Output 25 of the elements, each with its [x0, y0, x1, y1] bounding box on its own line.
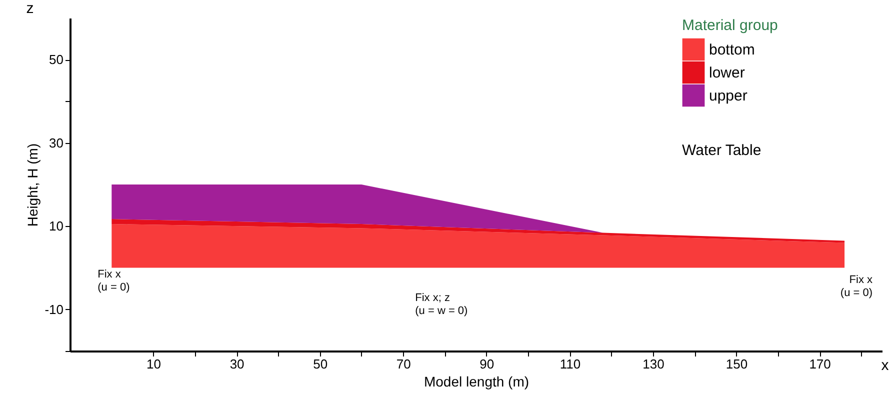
legend-label: lower	[709, 64, 745, 82]
x-tick-label: 50	[313, 356, 328, 372]
text: z	[26, 0, 34, 17]
annotation: Fix x; z (u = w = 0)	[415, 292, 468, 317]
x-tick-label: 170	[809, 356, 831, 372]
y-tick-label: -10	[44, 302, 64, 317]
x-tick-label: 70	[396, 356, 411, 372]
legend-label: bottom	[709, 42, 755, 58]
annotation: Fix x (u = 0)	[840, 274, 874, 299]
legend-label: upper	[709, 88, 748, 104]
x-tick-label: 30	[230, 356, 244, 372]
y-tick-label: 50	[49, 52, 64, 68]
x-tick-label: 110	[560, 356, 581, 372]
x-tick-label: 10	[146, 356, 162, 372]
x-axis-title: Model length (m)	[424, 374, 530, 390]
y-axis-title: Height, H (m)	[24, 143, 41, 227]
x-tick-label: 150	[726, 356, 748, 372]
y-tick-label: 30	[49, 135, 64, 150]
text: x	[881, 357, 890, 374]
x-tick-label: 130	[642, 356, 664, 372]
y-tick-label: 10	[49, 218, 64, 234]
x-tick-label: 90	[480, 356, 494, 372]
annotation: Fix x (u = 0)	[98, 268, 130, 294]
annotation: Water Table	[682, 142, 762, 159]
legend-title: Material group	[682, 17, 778, 34]
